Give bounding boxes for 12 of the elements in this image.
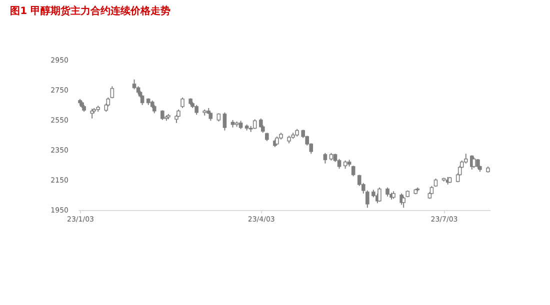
candlestick xyxy=(132,79,136,90)
candlestick xyxy=(194,104,198,116)
candlestick xyxy=(222,112,227,131)
candlestick xyxy=(472,157,476,168)
candlestick xyxy=(476,158,480,170)
candlestick xyxy=(464,153,468,164)
chart-title: 图1 甲醇期货主力合约连续价格走势 xyxy=(10,5,171,17)
candlestick xyxy=(252,118,257,130)
candlestick xyxy=(378,187,382,202)
candlestick xyxy=(180,97,184,108)
candlestick xyxy=(110,86,114,99)
candlestick xyxy=(323,152,328,164)
